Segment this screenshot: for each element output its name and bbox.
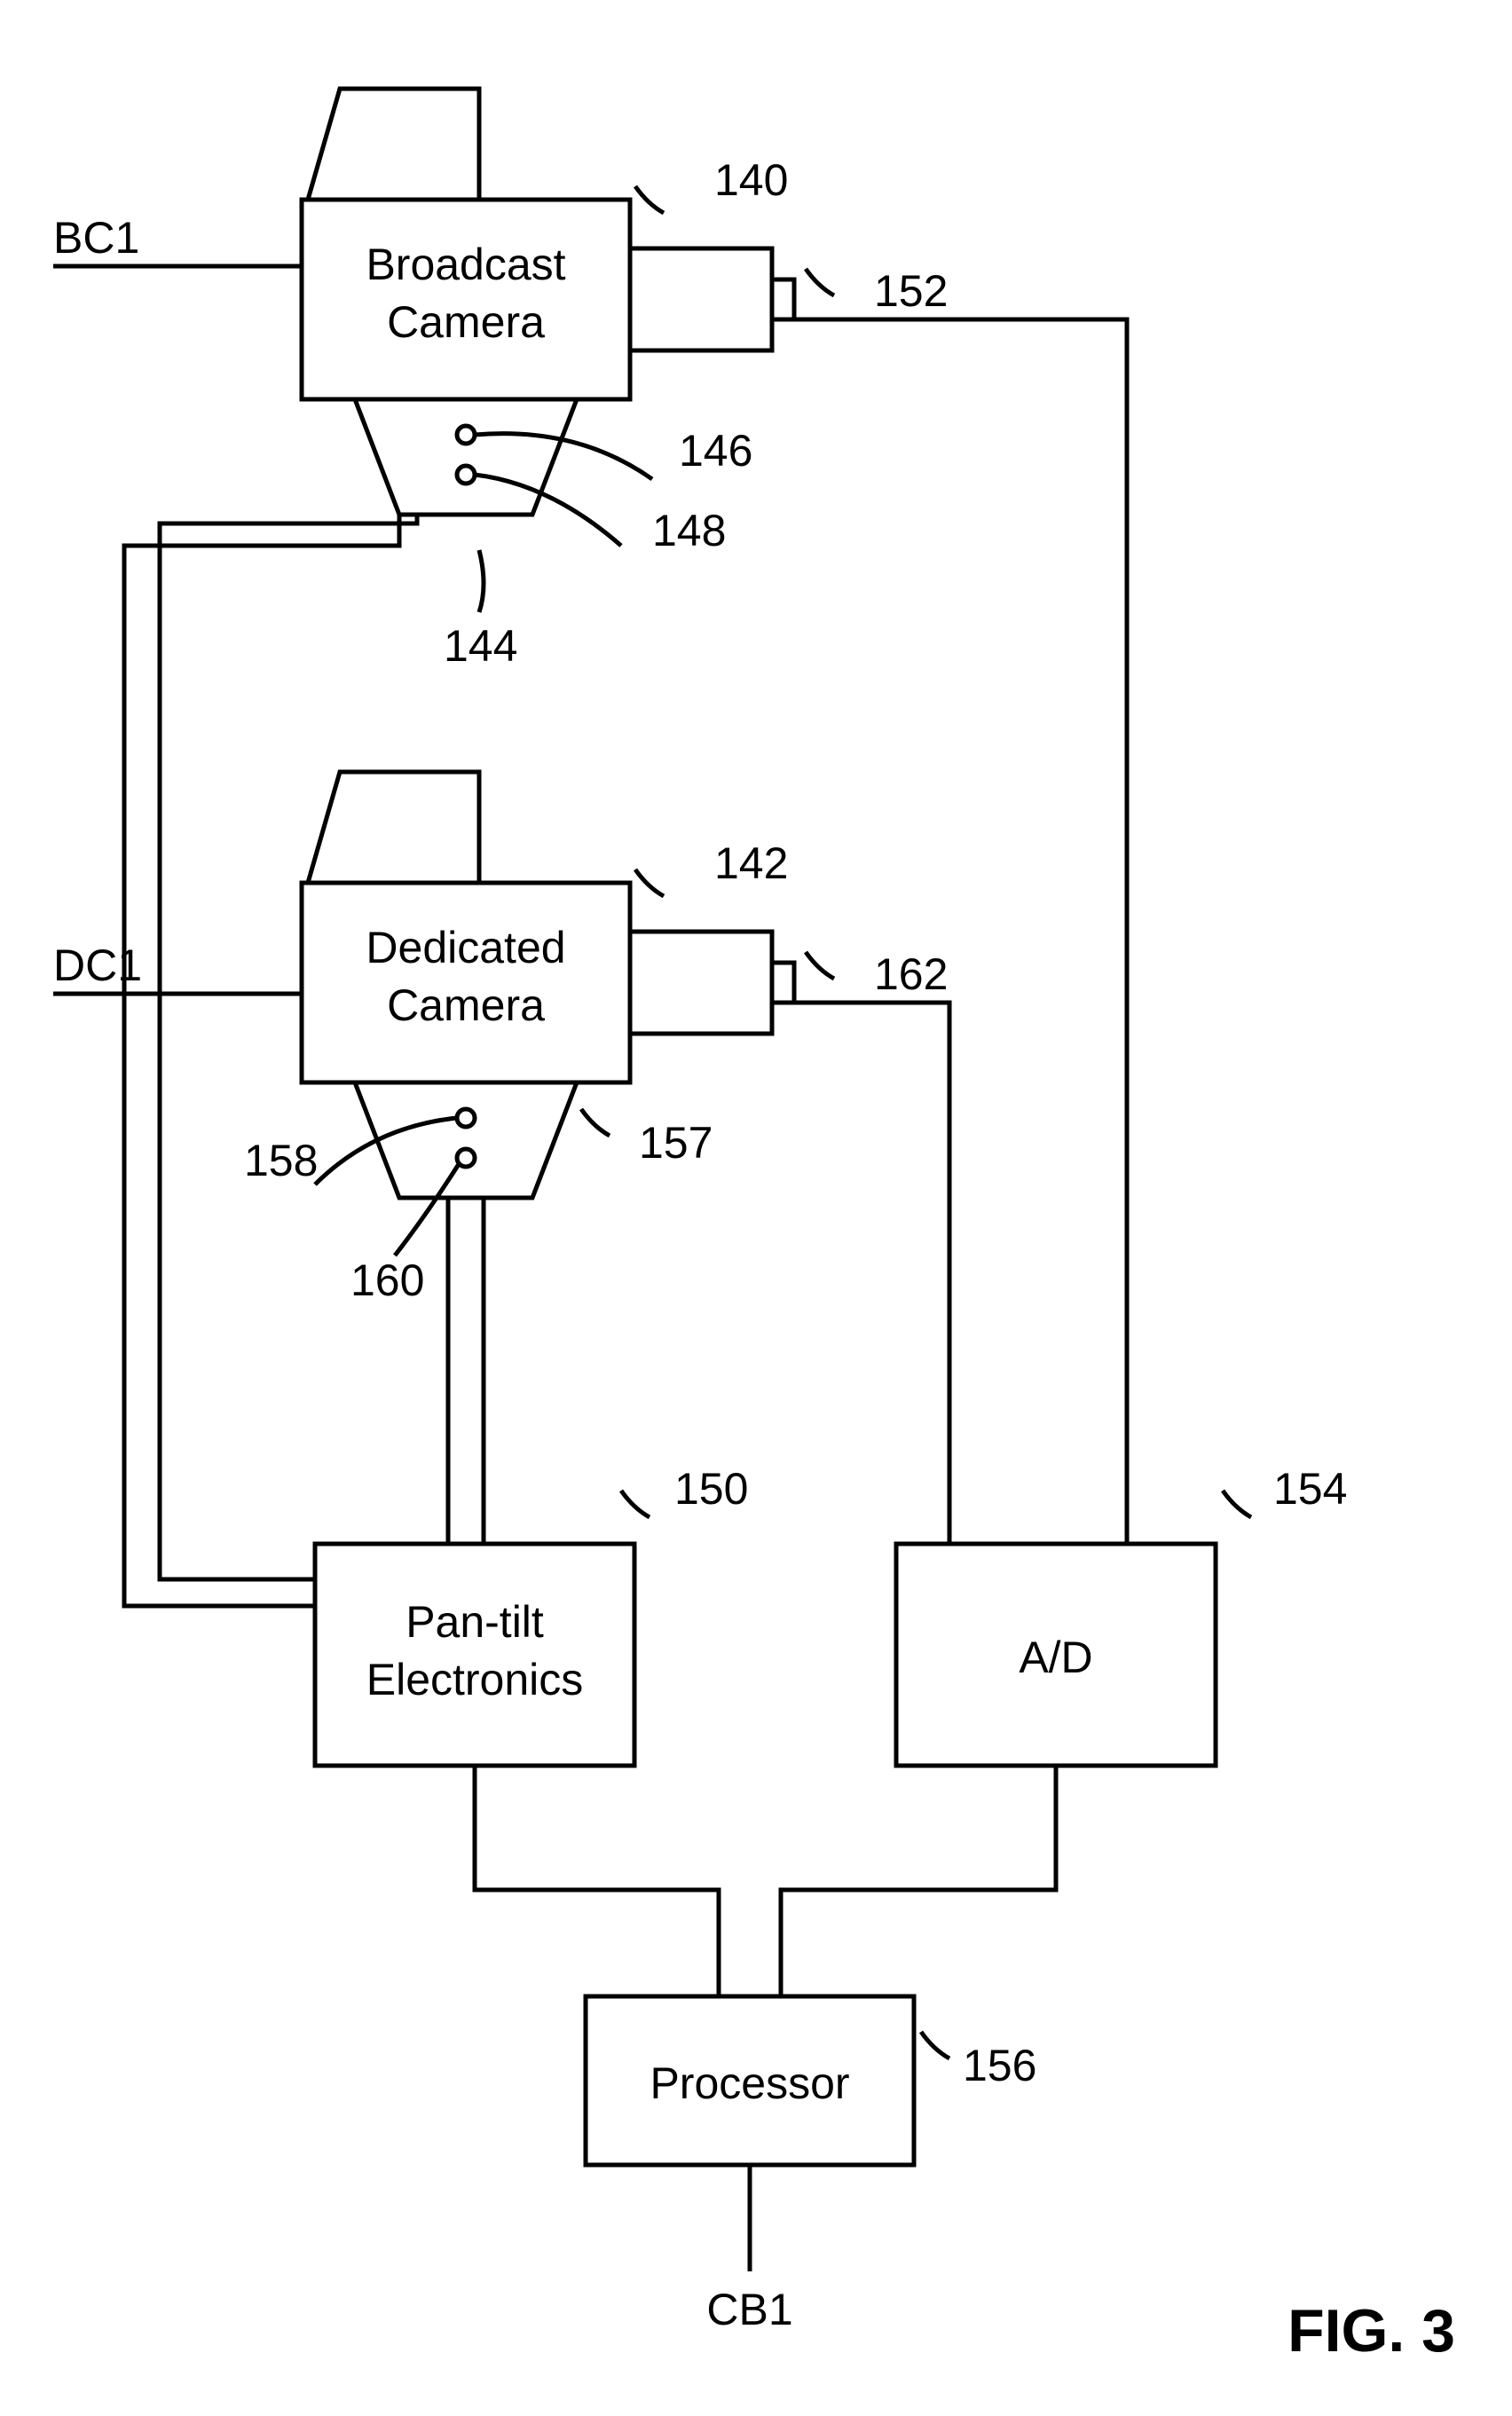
tick-144 (479, 550, 484, 612)
ref-140: 140 (714, 155, 788, 205)
pan-tilt-label-1: Pan-tilt (406, 1597, 544, 1647)
broadcast-camera-label-2: Camera (387, 297, 545, 347)
dedicated-viewfinder (308, 772, 479, 883)
ref-152-text: 152 (874, 266, 948, 316)
dedicated-lens-barrel (630, 932, 772, 1034)
ref-144: 144 (444, 621, 517, 671)
broadcast-mount (355, 399, 577, 515)
broadcast-lens-tab (772, 279, 794, 319)
dc-tilt-dot (457, 1149, 475, 1167)
ad-label: A/D (1019, 1633, 1092, 1682)
dedicated-mount (355, 1082, 577, 1198)
tick-154 (1223, 1491, 1251, 1517)
dc-pan-dot (457, 1109, 475, 1127)
tick-156 (921, 2032, 949, 2058)
tick-142 (635, 870, 664, 896)
ref-157: 157 (639, 1118, 713, 1168)
tick-152 (806, 269, 834, 295)
bc1-label: BC1 (53, 213, 139, 263)
pantilt-to-processor-wire (475, 1766, 719, 1996)
tick-140 (635, 186, 664, 213)
figure-title: FIG. 3 (1288, 2297, 1455, 2365)
ref-154: 154 (1273, 1464, 1347, 1514)
ref-150: 150 (674, 1464, 748, 1514)
tick-157 (581, 1109, 610, 1136)
broadcast-lens-barrel (630, 248, 772, 350)
ref-156: 156 (963, 2041, 1036, 2090)
tick-162 (806, 952, 834, 979)
dc-lens-to-ad-wire (794, 1003, 949, 1544)
broadcast-camera-label-1: Broadcast (366, 240, 565, 289)
ref-160: 160 (350, 1255, 424, 1305)
ad-to-processor-wire (781, 1766, 1056, 1996)
pan-tilt-label-2: Electronics (366, 1655, 584, 1704)
ref-142: 142 (714, 838, 788, 888)
ref-148: 148 (652, 506, 726, 555)
broadcast-viewfinder (308, 89, 479, 200)
bc-lens-to-ad-wire (794, 319, 1127, 1544)
ref-146: 146 (679, 426, 752, 476)
dedicated-camera-label-2: Camera (387, 980, 545, 1030)
cb1-label: CB1 (706, 2285, 792, 2334)
dc1-label: DC1 (53, 940, 142, 990)
bc-pan-dot (457, 426, 475, 444)
ref-162: 162 (874, 949, 948, 999)
bc-tilt-dot (457, 466, 475, 484)
ref-158: 158 (244, 1136, 318, 1185)
dedicated-camera-label-1: Dedicated (366, 923, 565, 972)
tick-150 (621, 1491, 650, 1517)
dedicated-lens-tab (772, 963, 794, 1003)
processor-label: Processor (650, 2058, 849, 2108)
